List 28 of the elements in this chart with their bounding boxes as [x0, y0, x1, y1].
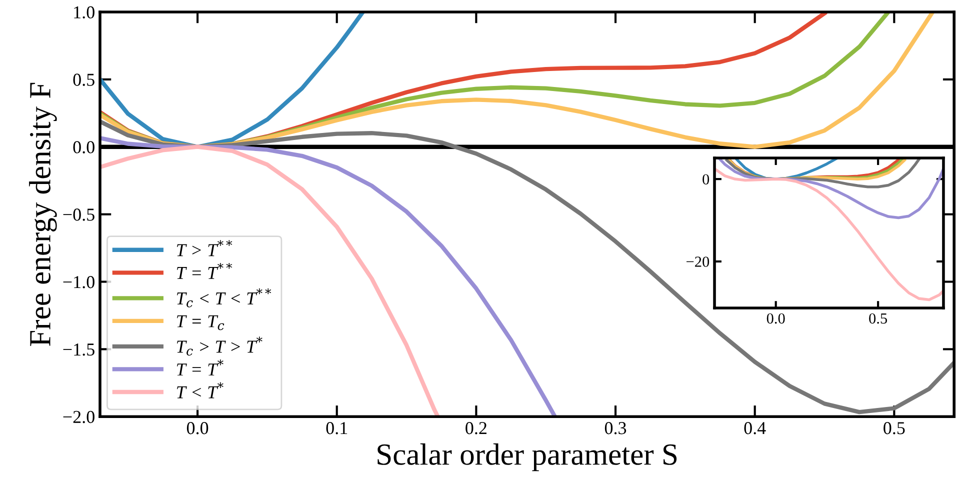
legend-label: T$_{c}$ > T > T$^{*}$ — [177, 336, 262, 356]
y-axis-title: Free energy density F — [29, 82, 57, 346]
legend-label: T < T$^{*}$ — [177, 382, 224, 398]
x-tick-label: 0.2 — [466, 422, 486, 434]
x-tick-label: 0.0 — [186, 422, 208, 434]
y-tick-label: −2.0 — [63, 410, 94, 424]
legend-label: T = T$_{c}$ — [177, 315, 224, 330]
y-tick-label: −1.0 — [63, 276, 94, 288]
x-axis-title: Scalar order parameter S — [378, 443, 677, 472]
y-tick-label: 0.5 — [73, 74, 94, 86]
x-tick-label: 0.3 — [604, 422, 626, 434]
line-series — [714, 167, 944, 302]
y-tick-label: 0.0 — [73, 141, 94, 154]
x-tick-label: 0.5 — [884, 422, 905, 434]
line-series — [100, 136, 556, 417]
y-tick-label: −1.5 — [63, 344, 94, 356]
line-series — [100, 119, 954, 414]
y-tick-label: 1.0 — [74, 6, 94, 18]
y-tick-label: −20 — [686, 256, 710, 267]
line-series — [100, 144, 440, 417]
legend-label: T > T$^{**}$ — [177, 240, 232, 256]
legend-label: T$_{c}$ < T < T$^{**}$ — [177, 288, 272, 308]
legend-label: T = T$^{*}$ — [177, 359, 224, 376]
legend-label: T = T$^{**}$ — [177, 262, 232, 279]
y-tick-label: −0.5 — [63, 208, 94, 221]
y-tick-label: 0 — [702, 174, 710, 185]
x-tick-label: 0.1 — [326, 422, 348, 434]
x-tick-label: 0.4 — [744, 422, 766, 434]
